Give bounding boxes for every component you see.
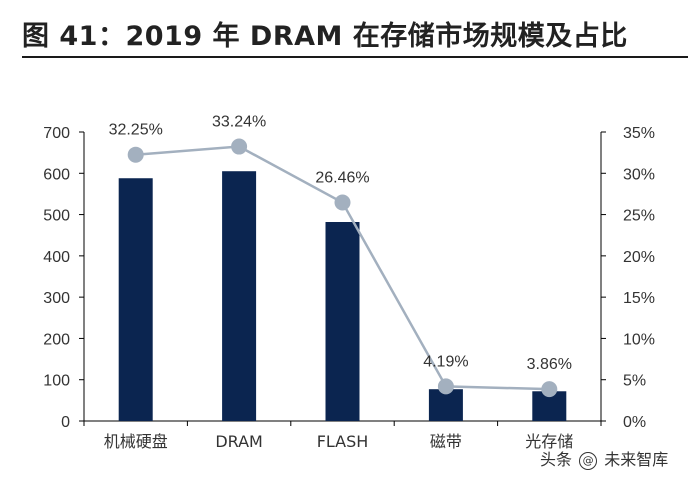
y-tick-label-left: 300 <box>43 290 70 307</box>
y-tick-label-right: 15% <box>623 290 655 307</box>
y-tick-label-right: 10% <box>623 331 655 348</box>
at-icon: @ <box>579 451 598 470</box>
x-tick-label: FLASH <box>317 432 369 451</box>
y-tick-label-left: 600 <box>43 166 70 183</box>
line-point <box>437 378 454 395</box>
bar <box>428 389 463 421</box>
x-tick-label: 磁带 <box>430 432 462 451</box>
y-tick-label-left: 100 <box>43 373 70 390</box>
y-tick-label-left: 200 <box>43 331 70 348</box>
watermark: 头条 @ 未来智库 <box>540 446 668 470</box>
data-label: 32.25% <box>109 122 163 139</box>
y-tick-label-right: 25% <box>623 208 655 225</box>
x-tick-label: DRAM <box>215 432 263 451</box>
y-tick-label-right: 20% <box>623 249 655 266</box>
y-tick-label-left: 500 <box>43 208 70 225</box>
y-tick-label-left: 400 <box>43 249 70 266</box>
y-tick-label-right: 0% <box>623 414 646 431</box>
y-tick-label-right: 35% <box>623 125 655 142</box>
line-point <box>231 138 248 155</box>
line-point <box>334 194 351 211</box>
header: 图 41：2019 年 DRAM 在存储市场规模及占比 <box>0 0 700 62</box>
data-label: 33.24% <box>212 114 266 131</box>
page-title: 图 41：2019 年 DRAM 在存储市场规模及占比 <box>22 21 628 52</box>
data-label: 26.46% <box>315 170 369 187</box>
data-label: 4.19% <box>423 353 468 370</box>
line-point <box>127 146 144 163</box>
line-point <box>541 381 558 398</box>
y-tick-label-left: 700 <box>43 125 70 142</box>
y-tick-label-right: 5% <box>623 373 646 390</box>
y-tick-label-left: 0 <box>61 414 70 431</box>
bar <box>118 178 153 421</box>
watermark-prefix: 头条 <box>540 450 573 469</box>
bar <box>222 171 257 421</box>
data-label: 3.86% <box>527 356 572 373</box>
x-tick-label: 光存储 <box>525 432 573 451</box>
watermark-name: 未来智库 <box>604 450 669 469</box>
y-tick-label-right: 30% <box>623 166 655 183</box>
title-divider <box>22 56 688 58</box>
bar <box>325 222 360 421</box>
x-tick-label: 机械硬盘 <box>104 432 168 451</box>
